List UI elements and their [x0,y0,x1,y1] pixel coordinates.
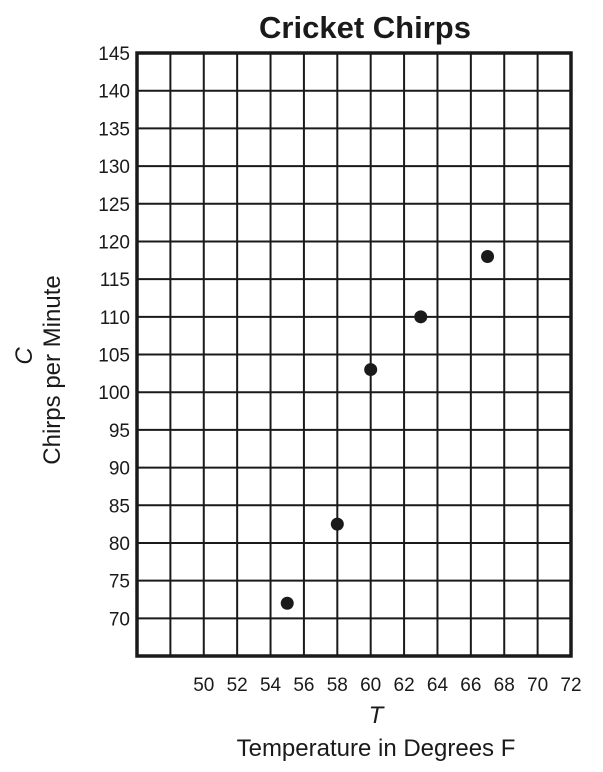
y-axis-label: Chirps per Minute [39,275,66,464]
x-axis-tick-labels: 50 52 54 56 58 60 62 64 66 68 70 72 [193,675,581,696]
grid [137,53,571,656]
y-tick-label: 145 [98,44,130,65]
y-tick-label: 100 [98,383,130,404]
y-tick-label: 130 [98,157,130,178]
y-tick-label: 80 [109,534,130,555]
y-tick-label: 95 [109,421,130,442]
x-tick-label: 52 [227,675,248,696]
y-tick-label: 90 [109,459,130,480]
x-tick-label: 50 [193,675,214,696]
plot-frame [135,51,573,658]
x-tick-label: 70 [527,675,548,696]
y-axis-variable: C [11,347,38,365]
y-tick-label: 70 [109,609,130,630]
x-tick-label: 58 [327,675,348,696]
y-tick-label: 140 [98,82,130,103]
data-point [280,596,294,610]
data-point [330,517,344,531]
data-points [280,250,495,610]
x-tick-label: 62 [394,675,415,696]
y-tick-label: 110 [100,308,130,329]
x-axis-label: Temperature in Degrees F [237,735,516,762]
x-tick-label: 66 [460,675,481,696]
y-tick-label: 115 [100,270,130,291]
x-tick-label: 60 [360,675,381,696]
x-tick-label: 72 [560,675,581,696]
y-tick-label: 105 [98,346,130,367]
y-tick-label: 85 [109,496,130,517]
y-tick-label: 75 [109,572,130,593]
y-tick-label: 135 [98,119,130,140]
y-tick-label: 120 [98,232,130,253]
x-axis-variable: T [369,702,386,729]
x-tick-label: 54 [260,675,282,696]
y-axis-tick-labels: 70 75 80 85 90 95 100 105 110 115 120 125 130 135 140 1… [98,44,130,630]
x-tick-label: 68 [494,675,515,696]
data-point [414,310,428,324]
x-tick-label: 64 [427,675,449,696]
data-point [364,363,378,377]
data-point [481,250,495,264]
x-tick-label: 56 [293,675,314,696]
y-tick-label: 125 [98,195,130,216]
chart-title: Cricket Chirps [259,10,471,45]
